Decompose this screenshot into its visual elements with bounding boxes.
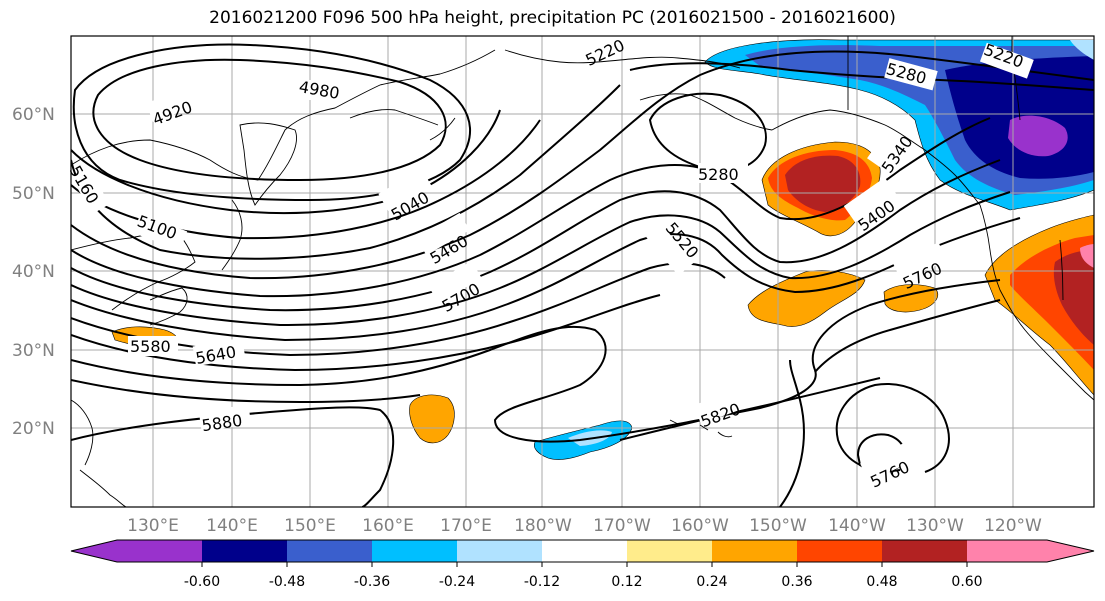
contour-5880 (71, 406, 395, 507)
longitude-label: 150°E (284, 516, 336, 536)
contour-5520 (71, 217, 1021, 342)
contour-5760-outer (814, 299, 1001, 373)
latitude-label: 30°N (12, 341, 55, 361)
longitude-label: 130°W (906, 516, 964, 536)
colorbar-segment (627, 540, 712, 562)
colorbar-segment (287, 540, 372, 562)
latitude-axis: 60°N 50°N 40°N 30°N 20°N (12, 105, 55, 439)
colorbar-tick-label: -0.12 (524, 574, 560, 590)
latitude-label: 50°N (12, 184, 55, 204)
contour-5640 (71, 294, 661, 372)
longitude-axis: 130°E 140°E 150°E 160°E 170°E 180°W 170°… (127, 516, 1042, 536)
contour-label: 5280 (698, 165, 739, 184)
longitude-label: 140°E (206, 516, 258, 536)
contour-5280 (648, 92, 767, 173)
longitude-label: 120°W (984, 516, 1042, 536)
contour-5400 (71, 159, 1001, 312)
colorbar-tick-label: -0.24 (439, 574, 475, 590)
latitude-label: 40°N (12, 262, 55, 282)
longitude-label: 130°E (127, 516, 179, 536)
longitude-label: 170°W (593, 516, 651, 536)
latitude-label: 60°N (12, 105, 55, 125)
colorbar-tick-label: -0.36 (354, 574, 390, 590)
longitude-label: 150°W (749, 516, 807, 536)
contour-4920 (92, 58, 447, 182)
colorbar-tick-label: -0.48 (269, 574, 305, 590)
contour-5820 (619, 377, 881, 441)
contour-5100 (71, 119, 541, 240)
map-frame (70, 35, 1095, 508)
colorbar-segment (372, 540, 457, 562)
colorbar-tick-label: 0.48 (866, 574, 897, 590)
contour-label: 5580 (130, 337, 171, 356)
map-title: 2016021200 F096 500 hPa height, precipit… (209, 8, 896, 28)
colorbar-segment (797, 540, 882, 562)
colorbar-segment (117, 540, 202, 562)
contour-5700 (71, 279, 1001, 443)
colorbar-tick-label: 0.24 (696, 574, 727, 590)
colorbar-tick-label: -0.60 (184, 574, 220, 590)
colorbar-segment (457, 540, 542, 562)
latitude-label: 20°N (12, 419, 55, 439)
contour-4980 (72, 43, 471, 202)
height-contours (71, 43, 1094, 507)
contour-5760 (71, 379, 421, 404)
colorbar-segment (967, 540, 1047, 562)
longitude-label: 160°E (362, 516, 414, 536)
contour-5040 (71, 109, 501, 215)
contour-5220 (71, 50, 1094, 280)
colorbar-segment (542, 540, 627, 562)
colorbar-segment (202, 540, 287, 562)
longitude-label: 160°W (671, 516, 729, 536)
colorbar: -0.60 -0.48 -0.36 -0.24 -0.12 0.12 0.24 … (70, 539, 1095, 590)
colorbar-tick-label: 0.60 (951, 574, 982, 590)
contour-5280-north (629, 62, 1094, 91)
coastlines (71, 36, 1094, 507)
colorbar-extend-left (71, 540, 117, 562)
longitude-label: 180°W (514, 516, 572, 536)
contour-5760-ring (835, 383, 950, 473)
colorbar-extend-right (1047, 540, 1094, 562)
contour-5880-east (779, 359, 805, 507)
longitude-label: 140°W (828, 516, 886, 536)
colorbar-tick-label: 0.12 (611, 574, 642, 590)
contour-5160 (71, 84, 621, 260)
colorbar-segment (882, 540, 967, 562)
contour-5460 (71, 191, 1011, 327)
colorbar-tick-label: 0.36 (781, 574, 812, 590)
longitude-label: 170°E (440, 516, 492, 536)
colorbar-segment (712, 540, 797, 562)
